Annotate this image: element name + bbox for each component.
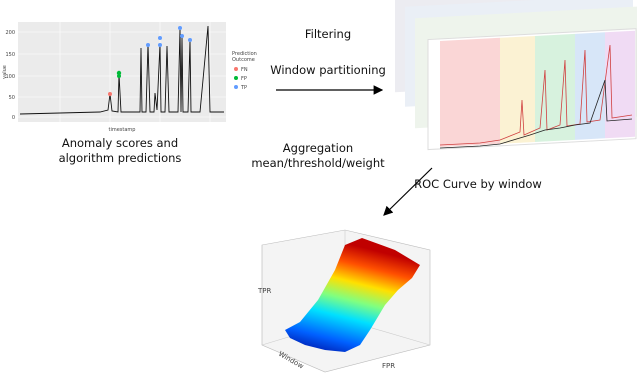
caption: algorithm predictions: [59, 151, 182, 165]
y-tick: 150: [5, 52, 15, 58]
caption: mean/threshold/weight: [251, 156, 385, 170]
window-panels: [395, 0, 637, 151]
y-tick: 50: [9, 95, 15, 101]
y-tick: 100: [5, 74, 15, 80]
caption: Window partitioning: [270, 63, 386, 77]
axis-label: TPR: [257, 287, 271, 295]
y-label: value: [2, 65, 8, 79]
anomaly-plot: 200 150 100 50 0 value timestamp Predict…: [2, 22, 257, 133]
legend-item: TP: [240, 85, 247, 91]
y-tick: 200: [5, 30, 15, 36]
y-tick: 0: [12, 115, 15, 121]
axis-label: FPR: [382, 362, 395, 370]
legend-title: Prediction: [232, 51, 257, 57]
caption: Aggregation: [283, 141, 353, 155]
caption: Filtering: [305, 27, 351, 41]
roc-surface: TPR FPR Window: [257, 229, 431, 373]
legend-item: FP: [241, 76, 247, 82]
legend-item: FN: [241, 67, 248, 73]
legend-title: Outcome: [232, 57, 255, 63]
arrow: [383, 167, 433, 216]
x-label: timestamp: [109, 127, 136, 133]
caption: ROC Curve by window: [414, 177, 542, 191]
caption: Anomaly scores and: [62, 136, 178, 150]
